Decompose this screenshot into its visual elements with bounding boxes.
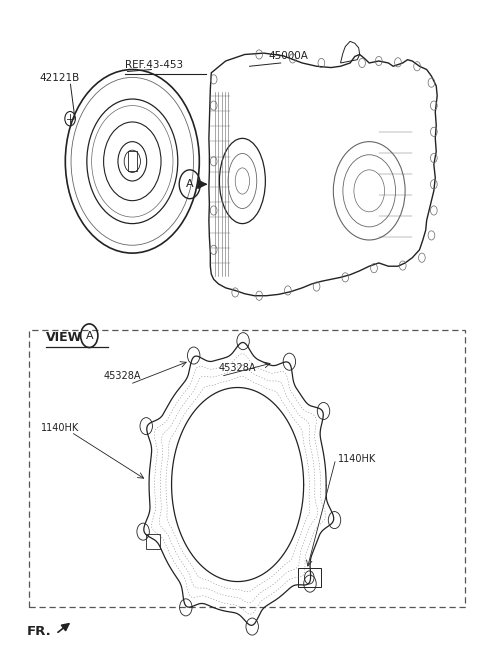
- Text: 45000A: 45000A: [269, 51, 309, 61]
- Bar: [29, 330, 465, 607]
- Text: A: A: [186, 179, 193, 189]
- Text: A: A: [85, 330, 93, 341]
- Text: VIEW: VIEW: [46, 330, 83, 344]
- Text: 42121B: 42121B: [39, 73, 79, 83]
- Text: 45328A: 45328A: [218, 363, 256, 373]
- Text: FR.: FR.: [27, 625, 52, 638]
- Text: REF.43-453: REF.43-453: [125, 60, 183, 70]
- Text: 45328A: 45328A: [104, 371, 141, 381]
- Text: 1140HK: 1140HK: [41, 423, 80, 434]
- Text: 1140HK: 1140HK: [338, 454, 376, 464]
